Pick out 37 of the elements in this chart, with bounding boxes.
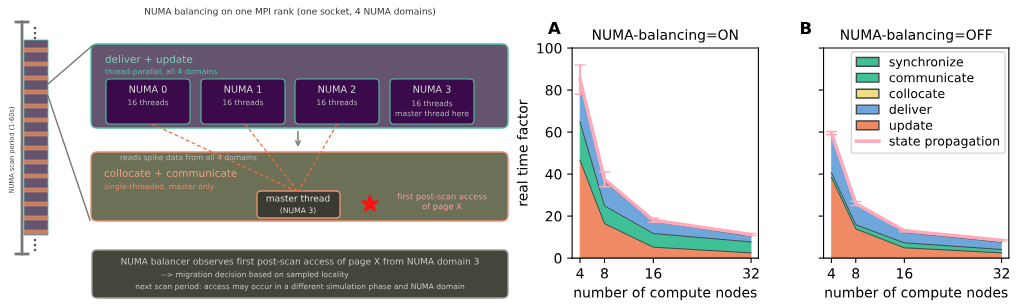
x-axis-title: number of compute nodes	[825, 286, 1008, 301]
text: A	[547, 21, 561, 35]
text: NUMA 0	[129, 85, 167, 93]
y-tick-label: 80	[545, 85, 562, 96]
text: NUMA 3	[413, 85, 451, 93]
x-axis-title: number of compute nodes	[574, 286, 757, 301]
x-tick-label: 4	[576, 268, 584, 279]
legend-label: communicate	[889, 72, 974, 83]
text: deliver + update	[105, 54, 193, 66]
chart-title: NUMA-balancing=ON	[592, 29, 738, 43]
x-tick-label: 16	[897, 268, 913, 279]
text: NUMA 1	[224, 85, 262, 93]
y-tick-label: 100	[537, 43, 562, 54]
text: NUMA 2	[318, 85, 356, 93]
y-tick-label: 60	[545, 127, 562, 138]
text: NUMA balancing on one MPI rank (one socket, 4 NUMA domains)	[145, 7, 436, 17]
y-tick-label: 40	[545, 169, 562, 180]
y-tick-label: 20	[545, 211, 562, 222]
legend-label: update	[889, 120, 933, 133]
legend-label: state propagation	[889, 136, 1000, 149]
chart-title: NUMA-balancing=OFF	[841, 29, 992, 43]
legend-label: collocate	[889, 88, 945, 99]
text: collocate + communicate	[104, 168, 237, 178]
text: first post-scan access of page X	[397, 192, 487, 212]
text: master thread	[266, 194, 330, 202]
legend-label: deliver	[889, 104, 932, 115]
x-tick-label: 8	[852, 268, 860, 279]
text: NUMA balancer observes first post-scan access of page X from NUMA domain 3	[121, 257, 479, 267]
text: B	[801, 21, 812, 35]
x-tick-label: 16	[646, 268, 662, 279]
x-tick-label: 32	[743, 268, 759, 279]
x-tick-label: 8	[601, 268, 608, 279]
legend-label: synchronize	[889, 56, 963, 69]
y-tick-label: 0	[554, 253, 562, 264]
y-axis-title: real time factor	[516, 99, 528, 206]
x-tick-label: 4	[827, 268, 836, 279]
x-tick-label: 32	[993, 268, 1009, 279]
